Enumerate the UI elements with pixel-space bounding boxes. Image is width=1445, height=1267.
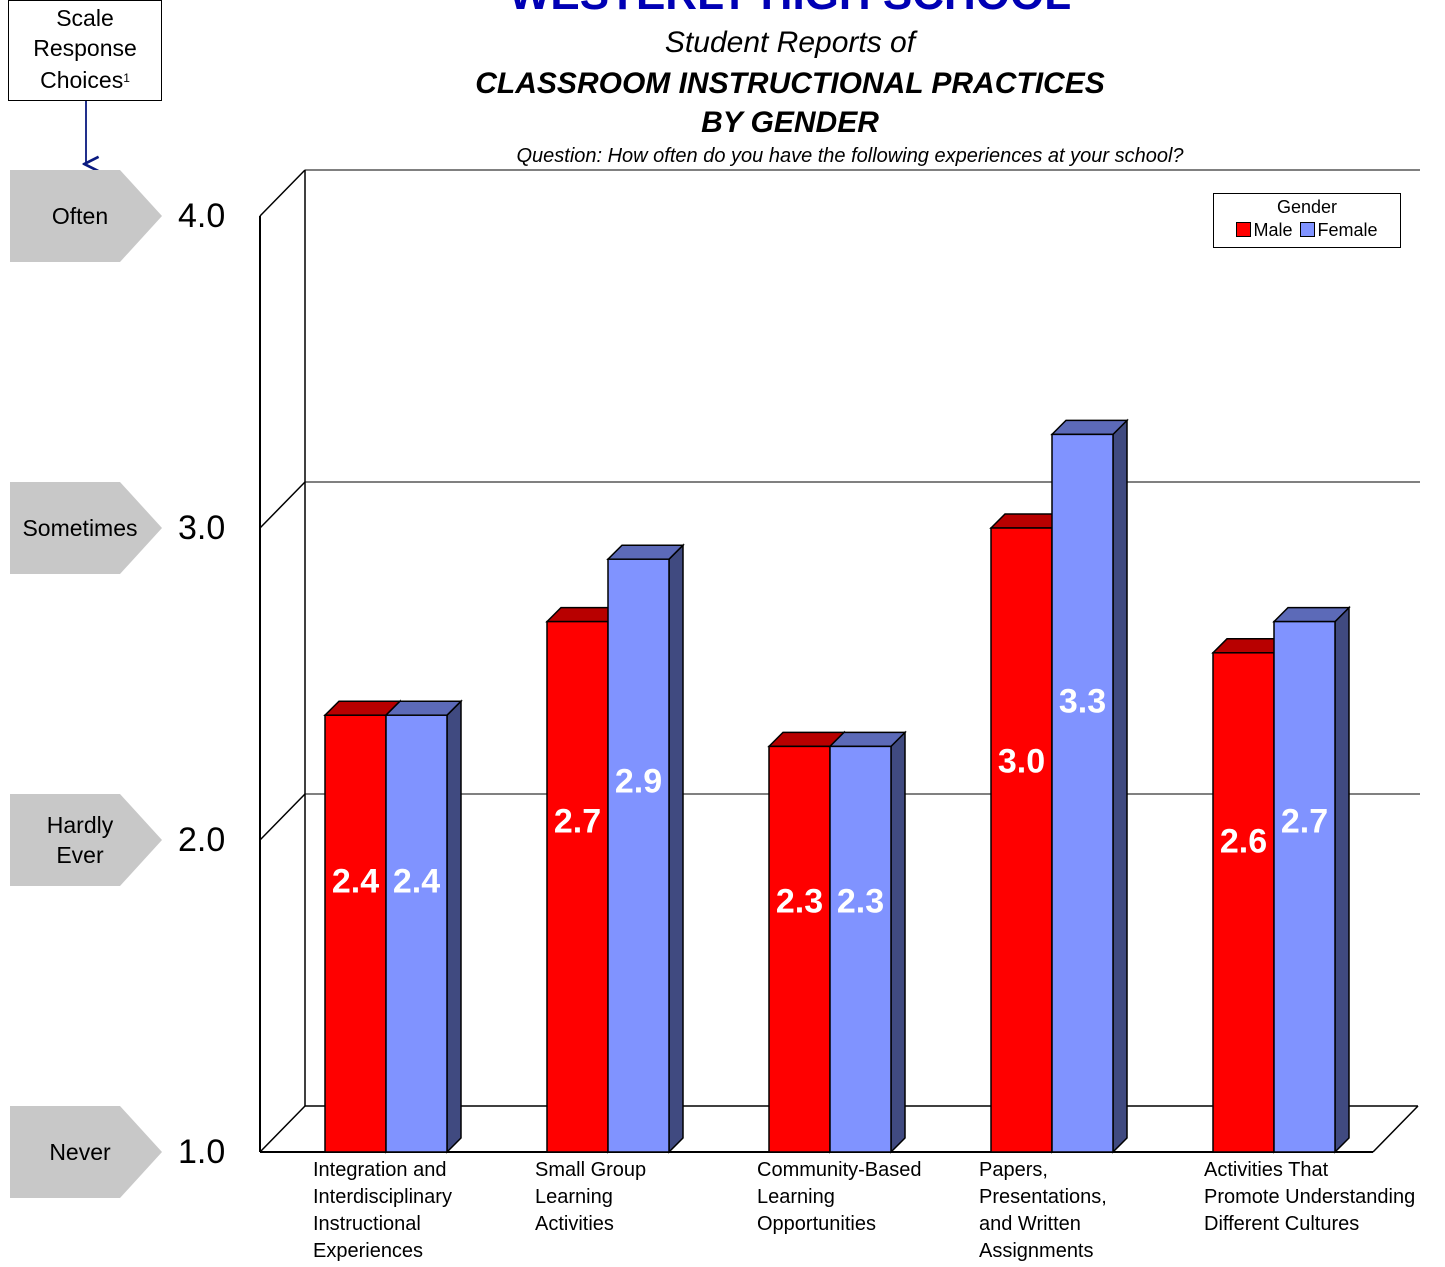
bar-side	[1112, 418, 1128, 1154]
bar-front	[385, 714, 448, 1153]
category-label-line: Different Cultures	[1204, 1213, 1360, 1235]
scale-box-line-2: Response	[33, 35, 137, 61]
data-label-male-0: 2.4	[332, 862, 379, 900]
category-label-line: Presentations,	[979, 1186, 1107, 1208]
chart-subtitle-1: Student Reports of	[664, 26, 916, 59]
bar-top	[1272, 606, 1351, 623]
bar-top	[1050, 419, 1129, 436]
scale-box-line-1: Scale	[56, 5, 114, 31]
category-label-line: Learning	[535, 1186, 613, 1208]
wall-diagonal-3	[259, 169, 306, 217]
category-label-line: Activities	[535, 1213, 614, 1235]
scale-response-box: Scale Response Choices1	[8, 0, 162, 101]
wall-diagonal-2	[259, 481, 306, 529]
data-label-female-2: 2.3	[837, 882, 884, 920]
category-label-line: Learning	[757, 1186, 835, 1208]
category-label-2: Community-Based Learning Opportunities	[757, 1157, 922, 1238]
data-label-female-4: 2.7	[1281, 803, 1328, 841]
category-label-line: Assignments	[979, 1240, 1094, 1262]
response-chevron-0	[10, 170, 162, 262]
category-label-1: Small Group Learning Activities	[535, 1157, 646, 1238]
category-label-line: and Written	[979, 1213, 1081, 1235]
bar-front	[607, 558, 670, 1153]
category-label-line: Experiences	[313, 1240, 424, 1262]
data-label-female-3: 3.3	[1059, 683, 1106, 721]
response-chevron-1	[10, 482, 162, 574]
bar-front	[768, 745, 831, 1153]
category-label-3: Papers, Presentations, and Written Assignme…	[979, 1157, 1107, 1265]
response-chevron-2	[10, 794, 162, 886]
legend-swatch-male	[1236, 222, 1252, 237]
bar-female-3	[1050, 418, 1129, 1154]
category-label-0: Integration and Interdisciplinary Instruct…	[313, 1157, 452, 1265]
category-label-line: Promote Understanding	[1204, 1186, 1416, 1208]
bar-front	[324, 714, 387, 1153]
category-label-line: Activities That	[1204, 1159, 1329, 1181]
response-label-1: Sometimes	[10, 513, 150, 543]
y-tick-label-1: 2.0	[178, 821, 226, 859]
response-label-line: Ever	[56, 842, 104, 868]
bar-front	[829, 745, 892, 1153]
scale-box-line-3: Choices	[40, 67, 124, 93]
wall-diagonal-0	[259, 1105, 306, 1153]
chart-subtitle-3: BY GENDER	[701, 106, 879, 139]
legend-label-male: Male	[1253, 220, 1293, 240]
bar-front	[1051, 433, 1114, 1153]
floor-right-edge	[1372, 1105, 1419, 1153]
wall-diagonal-1	[259, 793, 306, 841]
legend-item-female: Female	[1300, 219, 1378, 241]
category-label-4: Activities That Promote Understanding Diff…	[1204, 1157, 1415, 1238]
category-label-line: Opportunities	[757, 1213, 876, 1235]
bar-side	[890, 730, 906, 1154]
category-label-line: Instructional	[313, 1213, 421, 1235]
response-chevron-3	[10, 1106, 162, 1198]
bar-female-1	[606, 543, 685, 1154]
response-label-0: Often	[10, 201, 150, 231]
bar-front	[546, 620, 609, 1153]
bar-female-2	[828, 730, 907, 1154]
legend-title: Gender	[1276, 197, 1338, 217]
category-label-line: Small Group	[535, 1159, 647, 1181]
bar-side	[1334, 605, 1350, 1154]
response-label-line: Never	[49, 1139, 111, 1165]
category-label-line: Interdisciplinary	[313, 1186, 452, 1208]
data-label-female-1: 2.9	[615, 763, 662, 801]
bar-female-4	[1272, 605, 1351, 1154]
category-label-line: Papers,	[979, 1159, 1048, 1181]
bar-side	[668, 543, 684, 1154]
bar-female-0	[384, 699, 463, 1154]
response-label-line: Sometimes	[22, 515, 138, 541]
bar-top	[606, 544, 685, 560]
bar-front	[1212, 652, 1275, 1153]
response-label-line: Hardly	[46, 812, 114, 838]
data-label-male-2: 2.3	[776, 882, 823, 920]
data-label-male-1: 2.7	[554, 803, 601, 841]
chart-question: Question: How often do you have the foll…	[516, 145, 1184, 167]
y-tick-label-3: 4.0	[178, 197, 226, 235]
scale-box-footnote: 1	[123, 71, 130, 85]
bar-side	[446, 699, 462, 1154]
category-label-line: Integration and	[313, 1159, 447, 1181]
y-tick-label-2: 3.0	[178, 509, 226, 547]
category-label-line: Community-Based	[757, 1159, 922, 1181]
legend: Gender Male Female	[1213, 193, 1401, 248]
data-label-male-3: 3.0	[998, 743, 1045, 781]
data-label-male-4: 2.6	[1220, 823, 1267, 861]
bar-front	[990, 527, 1053, 1153]
legend-swatch-female	[1300, 222, 1316, 237]
response-label-3: Never	[10, 1137, 150, 1167]
y-tick-label-0: 1.0	[178, 1133, 226, 1171]
bar-top	[828, 731, 907, 748]
data-label-female-0: 2.4	[393, 862, 440, 900]
response-label-2: Hardly Ever	[10, 810, 150, 870]
legend-label-female: Female	[1317, 220, 1378, 240]
bar-front	[1273, 620, 1336, 1153]
legend-item-male: Male	[1236, 219, 1292, 241]
chart-title: WESTERLY HIGH SCHOOL	[420, 0, 1160, 20]
response-label-line: Often	[51, 203, 109, 229]
chart-subtitle-2: CLASSROOM INSTRUCTIONAL PRACTICES	[475, 67, 1105, 100]
bar-top	[384, 700, 463, 716]
